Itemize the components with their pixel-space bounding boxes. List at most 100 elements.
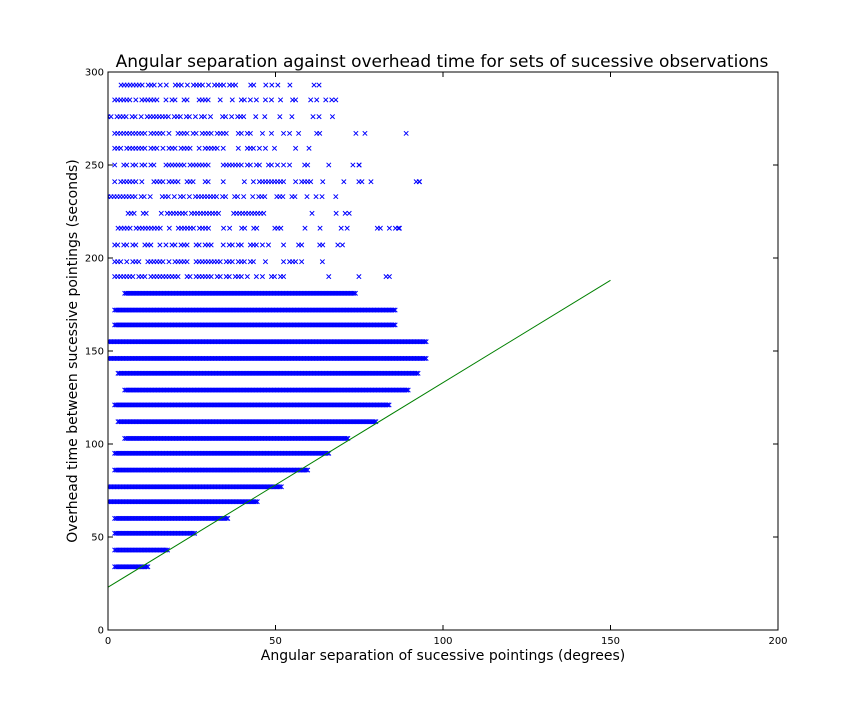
data-point bbox=[309, 210, 315, 216]
data-point bbox=[223, 515, 229, 521]
data-point bbox=[256, 145, 262, 151]
data-point bbox=[131, 210, 137, 216]
data-point bbox=[130, 274, 136, 280]
data-point bbox=[190, 225, 196, 231]
data-point bbox=[278, 484, 284, 490]
data-point bbox=[254, 225, 260, 231]
data-point bbox=[205, 179, 211, 185]
data-point bbox=[154, 97, 160, 103]
data-point bbox=[163, 242, 169, 248]
y-axis: 0 50 100 150 200 250 300 bbox=[85, 68, 778, 637]
data-point bbox=[244, 274, 250, 280]
data-point bbox=[250, 194, 256, 200]
data-point bbox=[201, 114, 208, 120]
axes-frame bbox=[107, 71, 779, 631]
data-point bbox=[269, 82, 275, 88]
data-point bbox=[142, 274, 148, 280]
data-point bbox=[268, 162, 275, 168]
data-point bbox=[145, 564, 151, 570]
data-point bbox=[186, 194, 192, 200]
data-point bbox=[148, 242, 154, 248]
data-point bbox=[163, 82, 169, 88]
data-point bbox=[350, 162, 356, 168]
data-point bbox=[165, 114, 171, 120]
data-point bbox=[238, 274, 244, 280]
data-point bbox=[118, 145, 124, 151]
data-point bbox=[280, 274, 287, 280]
data-point bbox=[138, 114, 144, 120]
data-point bbox=[253, 97, 259, 103]
data-point bbox=[175, 274, 181, 280]
data-point bbox=[139, 82, 145, 88]
data-point bbox=[333, 210, 339, 216]
data-point bbox=[333, 97, 339, 103]
data-point bbox=[223, 194, 229, 200]
data-point bbox=[329, 114, 336, 120]
data-point bbox=[112, 179, 118, 185]
data-point bbox=[253, 274, 259, 280]
data-point bbox=[190, 179, 196, 185]
data-point bbox=[278, 225, 284, 231]
data-point bbox=[166, 259, 172, 265]
chart-title: Angular separation against overhead time… bbox=[116, 52, 769, 72]
data-point bbox=[124, 162, 130, 168]
scatter-points bbox=[108, 82, 429, 570]
data-point bbox=[157, 82, 163, 88]
data-point bbox=[396, 225, 403, 231]
data-point bbox=[403, 130, 409, 136]
data-point bbox=[343, 435, 349, 441]
data-point bbox=[262, 97, 269, 103]
data-point bbox=[136, 259, 142, 265]
data-point bbox=[217, 97, 223, 103]
data-point bbox=[303, 467, 309, 473]
data-point bbox=[320, 179, 326, 185]
data-point bbox=[259, 130, 265, 136]
data-point bbox=[178, 82, 184, 88]
y-tick-label: 200 bbox=[85, 254, 104, 265]
data-point bbox=[287, 162, 293, 168]
data-point bbox=[405, 387, 411, 393]
data-point bbox=[333, 194, 339, 200]
data-point bbox=[268, 130, 275, 136]
data-point bbox=[335, 242, 341, 248]
data-point bbox=[319, 259, 325, 265]
y-tick-label: 150 bbox=[85, 347, 104, 358]
data-point bbox=[353, 130, 359, 136]
data-point bbox=[391, 322, 397, 328]
data-point bbox=[346, 210, 352, 216]
data-point bbox=[268, 97, 275, 103]
data-point bbox=[221, 225, 227, 231]
data-point bbox=[139, 179, 145, 185]
x-axis-label: Angular separation of sucessive pointing… bbox=[261, 648, 626, 664]
data-point bbox=[339, 242, 346, 248]
data-point bbox=[247, 162, 253, 168]
data-point bbox=[253, 114, 259, 120]
data-point bbox=[423, 339, 429, 345]
fit-line bbox=[107, 279, 611, 588]
data-point bbox=[241, 97, 247, 103]
data-point bbox=[127, 97, 133, 103]
data-point bbox=[141, 194, 147, 200]
data-point bbox=[142, 130, 148, 136]
data-point bbox=[196, 145, 202, 151]
data-point bbox=[229, 259, 235, 265]
data-point bbox=[193, 130, 199, 136]
data-point bbox=[220, 179, 226, 185]
data-point bbox=[293, 259, 299, 265]
data-point bbox=[256, 162, 262, 168]
data-point bbox=[308, 97, 314, 103]
x-tick-label: 0 bbox=[105, 636, 111, 647]
data-point bbox=[133, 179, 139, 185]
data-point bbox=[326, 162, 332, 168]
data-point bbox=[254, 499, 260, 505]
data-point bbox=[316, 82, 322, 88]
data-point bbox=[274, 162, 281, 168]
data-point bbox=[259, 242, 265, 248]
data-point bbox=[192, 114, 198, 120]
data-point bbox=[293, 145, 299, 151]
data-point bbox=[253, 242, 259, 248]
data-point bbox=[296, 130, 302, 136]
plot-area bbox=[107, 71, 779, 631]
data-point bbox=[112, 162, 118, 168]
